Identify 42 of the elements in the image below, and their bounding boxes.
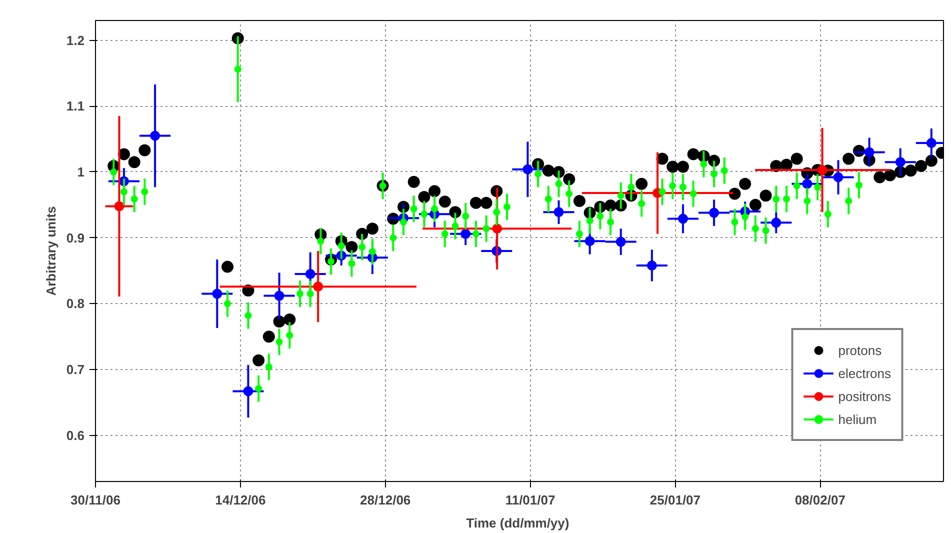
point	[817, 165, 828, 175]
point	[864, 147, 874, 158]
x-tick-label: 30/11/06	[70, 492, 120, 508]
point	[771, 218, 782, 228]
legend-label: helium	[838, 412, 877, 426]
x-tick-label: 28/12/06	[360, 492, 411, 508]
point	[313, 282, 324, 292]
y-axis-title: Arbitrary units	[43, 206, 58, 296]
point	[212, 288, 222, 299]
y-tick-label: 1.2	[66, 32, 85, 48]
x-tick-label: 08/02/07	[794, 492, 846, 508]
point	[833, 172, 844, 182]
y-tick-label: 1.1	[66, 98, 85, 114]
y-tick-label: 0.8	[66, 296, 85, 312]
point	[895, 157, 906, 168]
point	[584, 236, 595, 246]
x-tick-label: 14/12/06	[215, 492, 266, 508]
point	[274, 290, 284, 301]
point	[492, 224, 502, 234]
y-tick-label: 1	[77, 164, 85, 180]
point	[616, 236, 626, 247]
y-tick-label: 0.7	[66, 362, 85, 378]
point	[709, 208, 720, 218]
point	[646, 260, 657, 270]
legend-label: electrons	[838, 366, 891, 380]
point	[802, 178, 812, 189]
point	[554, 207, 564, 218]
point	[305, 269, 316, 280]
y-tick-label: 0.6	[66, 428, 85, 443]
y-tick-label: 0.9	[66, 230, 85, 246]
legend-label: protons	[838, 342, 882, 358]
point	[150, 130, 160, 141]
point	[926, 138, 936, 148]
point	[114, 201, 124, 212]
point	[522, 164, 533, 174]
x-axis-title: Time (dd/mm/yy)	[466, 516, 570, 530]
x-tick-label: 25/01/07	[650, 492, 701, 508]
legend-label: positrons	[838, 388, 891, 404]
point	[243, 386, 254, 396]
point	[460, 228, 471, 239]
point	[678, 214, 688, 224]
x-tick-label: 11/01/07	[505, 492, 556, 508]
